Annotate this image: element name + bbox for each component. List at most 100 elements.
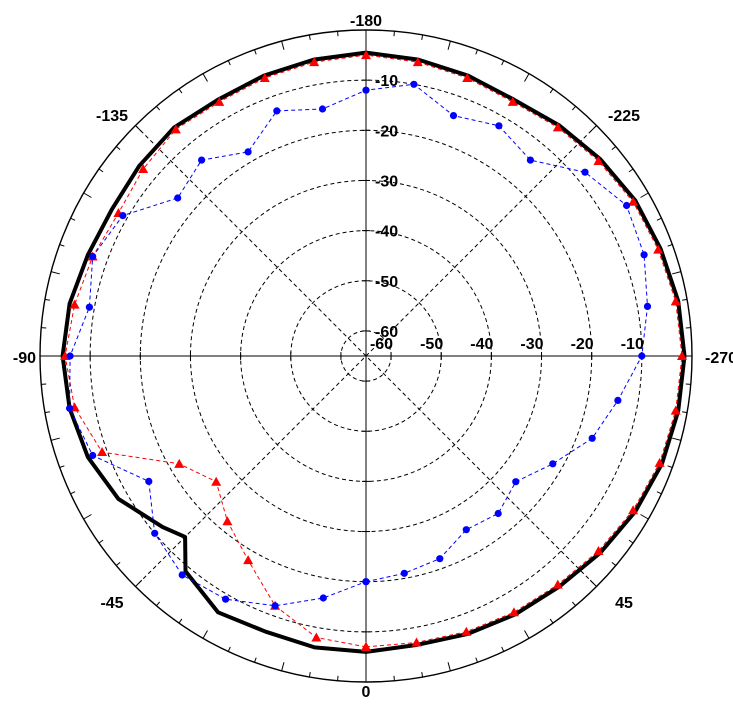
outer-tick — [44, 298, 50, 301]
data-point — [507, 96, 518, 106]
outer-tick — [178, 618, 183, 624]
outer-tick — [475, 49, 478, 55]
outer-tick — [59, 465, 65, 468]
outer-tick — [628, 539, 634, 544]
outer-tick — [475, 657, 478, 663]
data-point — [214, 96, 225, 106]
angle-label: -270 — [705, 350, 733, 367]
outer-tick — [447, 662, 451, 672]
outer-tick — [524, 73, 530, 82]
data-point — [151, 529, 159, 537]
data-point — [170, 124, 181, 134]
radial-label-vertical: -50 — [375, 274, 398, 291]
data-point — [119, 212, 127, 220]
data-point — [526, 156, 535, 164]
data-point — [85, 303, 93, 311]
outer-tick — [59, 244, 65, 247]
radial-label-horizontal: -40 — [470, 336, 493, 353]
data-point — [271, 602, 279, 610]
data-point — [628, 505, 639, 515]
outer-tick — [98, 168, 104, 173]
outer-tick — [98, 539, 104, 544]
data-point — [670, 296, 681, 306]
data-point — [552, 122, 563, 132]
data-point — [174, 458, 185, 468]
outer-tick — [549, 88, 554, 94]
outer-tick — [254, 49, 257, 55]
outer-tick — [549, 618, 554, 624]
outer-tick — [611, 146, 617, 151]
radial-label-horizontal: -60 — [370, 336, 393, 353]
data-point — [89, 252, 97, 261]
data-point — [495, 122, 503, 130]
data-point — [97, 447, 108, 457]
outer-tick — [70, 217, 76, 221]
data-point — [319, 594, 327, 602]
outer-tick — [50, 271, 60, 275]
radial-label-horizontal: -50 — [420, 336, 443, 353]
outer-tick — [524, 630, 530, 639]
radial-label-vertical: -30 — [375, 173, 398, 190]
diagonal-spoke-2 — [135, 125, 597, 587]
radial-label-horizontal: -30 — [520, 336, 543, 353]
angle-label: 45 — [615, 595, 633, 612]
outer-tick — [202, 73, 208, 82]
angle-label: -135 — [96, 108, 128, 125]
outer-tick — [156, 601, 161, 607]
data-point — [89, 451, 97, 460]
outer-tick — [308, 34, 311, 40]
data-point — [581, 168, 589, 176]
data-point — [362, 578, 370, 586]
data-point — [318, 105, 327, 113]
outer-tick — [571, 105, 576, 111]
outer-tick — [178, 88, 183, 94]
axis-labels: -180 -225 -270 45 0 -45 -90 -135 -60-60 -50 -50 -40… — [13, 13, 733, 701]
data-point — [623, 201, 631, 210]
outer-tick — [135, 579, 143, 587]
data-point — [174, 194, 182, 202]
data-point — [638, 352, 646, 360]
outer-tick — [70, 491, 76, 495]
angle-label: 0 — [362, 684, 371, 701]
data-point — [593, 546, 604, 556]
outer-tick — [589, 579, 597, 587]
outer-tick — [227, 60, 231, 66]
outer-tick — [682, 298, 688, 301]
diagonal-spoke-1 — [135, 125, 597, 587]
data-point — [653, 244, 664, 254]
data-point — [138, 164, 149, 174]
outer-tick — [83, 192, 92, 198]
radial-label-horizontal: -10 — [621, 336, 644, 353]
outer-tick — [44, 411, 50, 414]
angle-label: -225 — [608, 108, 640, 125]
data-point — [461, 626, 472, 636]
outer-tick — [640, 192, 649, 198]
data-point — [400, 569, 408, 577]
outer-tick — [611, 561, 617, 566]
data-point — [66, 404, 74, 412]
data-point — [66, 352, 74, 360]
outer-tick — [447, 40, 451, 50]
data-point — [670, 405, 681, 415]
data-point — [462, 72, 473, 82]
outer-tick — [135, 125, 143, 133]
radial-label-horizontal: -20 — [571, 336, 594, 353]
outer-tick — [640, 514, 649, 520]
data-point — [552, 579, 563, 589]
data-point — [243, 555, 254, 565]
outer-tick — [308, 672, 311, 678]
radial-label-vertical: -20 — [375, 123, 398, 140]
outer-tick — [115, 146, 121, 151]
data-point — [273, 107, 281, 115]
series-line — [60, 50, 687, 654]
outer-tick — [656, 491, 662, 495]
series-layer — [60, 50, 687, 654]
outer-tick — [115, 561, 121, 566]
data-point — [412, 57, 423, 67]
series-3 — [66, 80, 652, 610]
radial-label-vertical: -10 — [375, 73, 398, 90]
data-point — [593, 155, 604, 165]
data-point — [145, 477, 153, 485]
angle-label: -45 — [100, 595, 123, 612]
